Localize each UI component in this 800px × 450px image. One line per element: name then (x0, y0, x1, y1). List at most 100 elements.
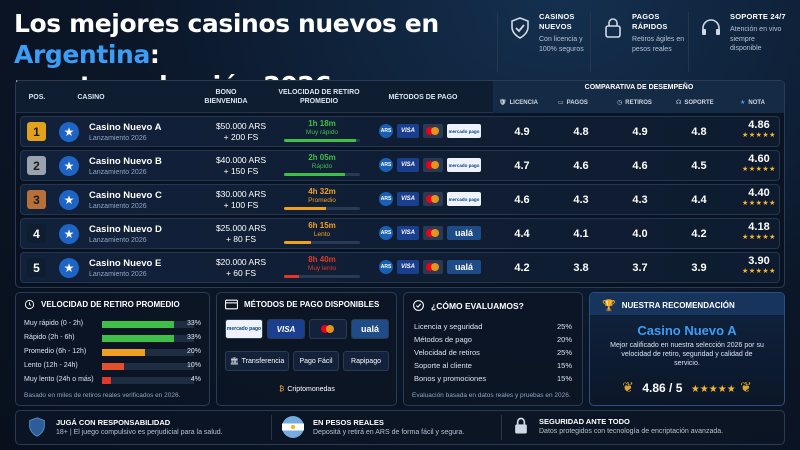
laurel-left-icon: ❦ (622, 379, 634, 395)
speed-panel-note: Basado en miles de retiros reales verifi… (24, 392, 181, 399)
mercadopago-icon: mercado pago (447, 124, 481, 138)
header-casino: CASINO (77, 94, 105, 101)
uala-icon: ualá (447, 260, 481, 274)
speed-time: 6h 15m (308, 221, 336, 230)
shield-icon (29, 417, 45, 437)
casino-launch: Lanzamiento 2026 (89, 237, 147, 244)
mastercard-chip (309, 319, 347, 339)
bonus-fs: + 100 FS (223, 200, 259, 210)
bonus-ars: $25.000 ARS (215, 223, 267, 233)
bank-icon: 🏛 (229, 358, 239, 365)
speed-time: 2h 05m (308, 153, 336, 162)
transferencia-label: Transferencia (241, 357, 285, 365)
casino-launch: Lanzamiento 2026 (89, 169, 147, 176)
table-row[interactable]: 4 ★ Casino Nuevo D Lanzamiento 2026 $25.… (20, 218, 780, 249)
casino-star-icon: ★ (59, 190, 79, 210)
transferencia-chip: 🏛 Transferencia (225, 351, 289, 371)
nota-value: 4.40 (748, 187, 770, 199)
eval-label: Velocidad de retiros (414, 348, 480, 357)
bitcoin-icon: ₿ (279, 385, 285, 393)
bonus-amount: $25.000 ARS + 80 FS (197, 223, 285, 245)
table-row[interactable]: 5 ★ Casino Nuevo E Lanzamiento 2026 $20.… (20, 252, 780, 283)
visa-icon: VISA (397, 192, 419, 206)
eval-label: Bonos y promociones (414, 374, 487, 383)
speed-bar-fill (284, 241, 311, 244)
score-retiros: 4.9 (632, 126, 648, 138)
header-pagos-label: PAGOS (566, 99, 588, 106)
casino-star-icon: ★ (59, 258, 79, 278)
speed-range-bar (102, 363, 194, 370)
nota-stars: ★★★★★ (742, 200, 776, 207)
footer-title: SEGURIDAD ANTE TODO (539, 417, 630, 426)
position-badge: 1 (27, 122, 46, 141)
clock-icon (24, 299, 35, 310)
comparison-header: COMPARATIVA DE DESEMPEÑO 🛡 LICENCIA ▭ PAGO… (493, 81, 784, 113)
footer-title: JUGÁ CON RESPONSABILIDAD (56, 418, 171, 427)
speed-range-label: Rápido (2h - 6h) (24, 334, 75, 341)
bonus-amount: $20.000 ARS + 60 FS (197, 257, 285, 279)
score-soporte: 4.2 (691, 228, 707, 240)
score-soporte: 4.5 (691, 160, 707, 172)
recommendation-panel: 🏆 NUESTRA RECOMENDACIÓN Casino Nuevo A M… (589, 292, 785, 406)
speed-range-fill (102, 363, 124, 370)
score-pagos: 4.1 (573, 228, 589, 240)
speed-bar (284, 241, 360, 244)
mercadopago-icon: mercado pago (447, 158, 481, 172)
score-soporte: 4.4 (691, 194, 707, 206)
mastercard-icon (423, 192, 443, 206)
speed-range-label: Muy lento (24h o más) (24, 376, 94, 383)
bonus-amount: $30.000 ARS + 100 FS (197, 189, 285, 211)
speed-range-pct: 10% (186, 362, 201, 369)
table-header: POS. CASINO BONO BIENVENIDA VELOCIDAD DE… (16, 81, 784, 113)
table-row[interactable]: 1 ★ Casino Nuevo A Lanzamiento 2026 $50.… (20, 116, 780, 147)
recommendation-header-bg (590, 293, 784, 315)
speed-range-pct: 33% (186, 334, 201, 341)
eval-pct: 15% (556, 361, 572, 370)
speed-bar-fill (284, 139, 357, 142)
speed-panel-header: VELOCIDAD DE RETIRO PROMEDIO (24, 299, 180, 310)
nota-value: 4.86 (748, 119, 770, 131)
rapipago-chip: Rapipago (343, 351, 389, 371)
bonus-ars: $20.000 ARS (215, 257, 267, 267)
score-nota: 4.40 ★★★★★ (733, 187, 784, 207)
header-soporte-label: SOPORTE (684, 99, 714, 106)
speed-range-bar (102, 349, 194, 356)
eval-panel-title: ¿CÓMO EVALUAMOS? (431, 300, 524, 311)
feature-title: SOPORTE 24/7 (730, 12, 786, 21)
laurel-right-icon: ❦ (740, 379, 752, 395)
visa-icon: VISA (397, 158, 419, 172)
score-licencia: 4.7 (514, 160, 530, 172)
position-badge: 5 (27, 258, 46, 277)
mercadopago-icon: mercado pago (447, 192, 481, 206)
header-retiros: ◷ RETIROS (617, 99, 652, 107)
speed-panel: VELOCIDAD DE RETIRO PROMEDIO Muy rápido … (15, 292, 210, 406)
ars-icon: ARS (379, 124, 393, 138)
nota-stars: ★★★★★ (742, 234, 776, 241)
bonus-ars: $30.000 ARS (215, 189, 267, 199)
speed-range-fill (102, 377, 111, 384)
bonus-fs: + 150 FS (223, 166, 259, 176)
mastercard-icon (423, 260, 443, 274)
argentina-flag-icon (282, 416, 304, 438)
casino-star-icon: ★ (59, 156, 79, 176)
nota-stars: ★★★★★ (742, 166, 776, 173)
title-highlight: Argentina (14, 40, 150, 69)
eval-panel-header: ¿CÓMO EVALUAMOS? (412, 299, 524, 312)
header-licencia-label: LICENCIA (509, 99, 538, 106)
table-row[interactable]: 2 ★ Casino Nuevo B Lanzamiento 2026 $40.… (20, 150, 780, 181)
speed-bar (284, 275, 360, 278)
mastercard-icon (423, 226, 443, 240)
table-row[interactable]: 3 ★ Casino Nuevo C Lanzamiento 2026 $30.… (20, 184, 780, 215)
header-licencia: 🛡 LICENCIA (499, 99, 538, 107)
header-nota-label: NOTA (748, 99, 765, 106)
speed-label: Muy lento (307, 265, 337, 272)
mercadopago-chip: mercado pago (225, 319, 263, 339)
ars-icon: ARS (379, 192, 393, 206)
uala-icon: ualá (447, 226, 481, 240)
header-bono: BONO BIENVENIDA (204, 89, 248, 105)
speed-range-fill (102, 335, 174, 342)
score-pagos: 4.6 (573, 160, 589, 172)
casino-launch: Lanzamiento 2026 (89, 203, 147, 210)
cripto-label: Criptomonedas (287, 385, 335, 393)
casino-table: POS. CASINO BONO BIENVENIDA VELOCIDAD DE… (15, 80, 785, 288)
